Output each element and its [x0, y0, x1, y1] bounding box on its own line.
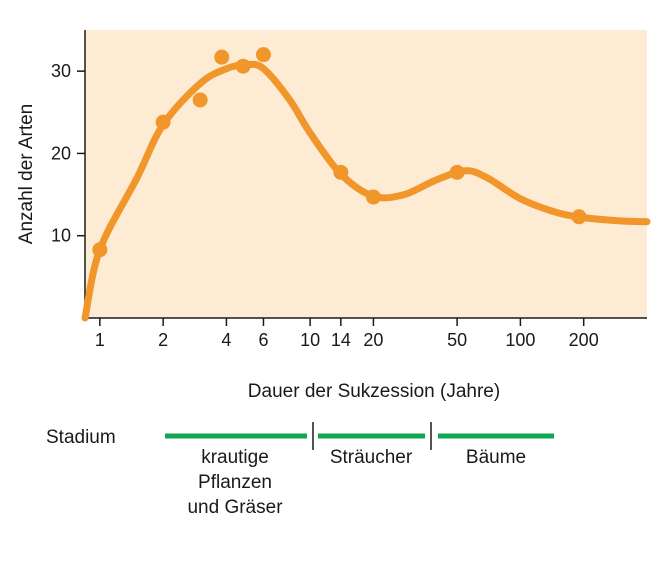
x-tick-label: 4 [221, 330, 231, 350]
data-point [571, 209, 587, 225]
data-point [214, 49, 230, 65]
data-point [92, 242, 108, 258]
x-tick-label: 6 [258, 330, 268, 350]
data-point [255, 47, 271, 63]
data-point [155, 114, 171, 130]
stage-label: Pflanzen [198, 472, 272, 493]
stage-label: Sträucher [330, 447, 413, 468]
x-tick-label: 200 [569, 330, 599, 350]
data-point [333, 164, 349, 180]
stage-title: Stadium [46, 427, 116, 448]
data-point [365, 189, 381, 205]
x-tick-label: 1 [95, 330, 105, 350]
data-point [192, 92, 208, 108]
y-tick-label: 10 [51, 226, 71, 246]
plot-background [85, 30, 647, 318]
stage-label: und Gräser [187, 497, 283, 518]
y-tick-label: 30 [51, 61, 71, 81]
data-point [235, 58, 251, 74]
x-tick-label: 100 [505, 330, 535, 350]
x-tick-label: 14 [331, 330, 351, 350]
x-axis-title: Dauer der Sukzession (Jahre) [248, 381, 500, 402]
x-tick-label: 50 [447, 330, 467, 350]
x-tick-label: 2 [158, 330, 168, 350]
stage-label: Bäume [466, 447, 526, 468]
data-point [449, 164, 465, 180]
y-axis-title: Anzahl der Arten [16, 104, 37, 244]
stage-label: krautige [201, 447, 269, 468]
y-tick-label: 20 [51, 143, 71, 163]
x-tick-label: 20 [363, 330, 383, 350]
x-tick-label: 10 [300, 330, 320, 350]
